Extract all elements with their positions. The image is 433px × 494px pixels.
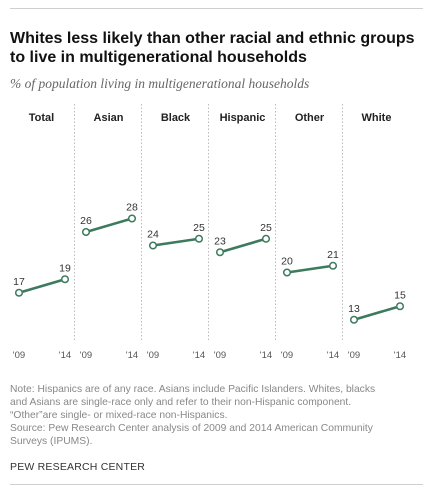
note-line: Note: Hispanics are of any race. Asians … bbox=[10, 384, 376, 395]
data-label: 13 bbox=[348, 303, 360, 315]
panel-black: Black 24 25 '09 '14 bbox=[147, 104, 209, 361]
data-label: 19 bbox=[59, 262, 71, 274]
panel-label: Hispanic bbox=[220, 112, 266, 124]
data-point bbox=[127, 214, 137, 223]
panel-hispanic: Hispanic 23 25 '09 '14 bbox=[214, 104, 276, 361]
series-line bbox=[352, 304, 402, 322]
top-rule bbox=[10, 8, 423, 9]
data-label: 26 bbox=[80, 215, 92, 227]
x-tick-label: '09 bbox=[348, 350, 360, 361]
data-label: 24 bbox=[147, 229, 159, 241]
data-point bbox=[282, 268, 292, 277]
x-tick-label: '14 bbox=[327, 350, 339, 361]
data-label: 23 bbox=[214, 235, 226, 247]
data-label: 20 bbox=[281, 256, 293, 268]
data-point bbox=[81, 227, 91, 237]
source-line: Source: Pew Research Center analysis of … bbox=[10, 423, 373, 435]
x-tick-label: '14 bbox=[394, 350, 406, 361]
data-point bbox=[395, 302, 405, 311]
x-tick-label: '09 bbox=[281, 350, 293, 361]
brand-label: PEW RESEARCH CENTER bbox=[10, 461, 146, 473]
x-tick-label: '09 bbox=[214, 350, 226, 361]
bottom-rule bbox=[10, 484, 423, 485]
x-tick-label: '14 bbox=[260, 350, 272, 361]
data-point bbox=[215, 248, 225, 257]
data-label: 21 bbox=[327, 249, 339, 261]
panel-total: Total 17 19 '09 '14 bbox=[13, 104, 75, 361]
x-tick-label: '09 bbox=[147, 350, 159, 361]
x-tick-label: '14 bbox=[59, 350, 71, 361]
data-point bbox=[349, 315, 359, 324]
data-point bbox=[328, 261, 338, 270]
panel-label: Asian bbox=[94, 112, 124, 124]
series-line bbox=[17, 277, 67, 295]
data-label: 15 bbox=[394, 289, 406, 301]
panel-white: White 13 15 '09 '14 bbox=[348, 112, 406, 361]
series-line bbox=[285, 264, 335, 274]
x-tick-label: '09 bbox=[80, 350, 92, 361]
data-label: 17 bbox=[13, 276, 25, 288]
source-line: Surveys (IPUMS). bbox=[10, 436, 93, 448]
chart-subtitle: % of population living in multigeneratio… bbox=[10, 76, 310, 91]
panel-label: Black bbox=[161, 112, 191, 124]
chart-area: Total 17 19 '09 '14 Asian 26 28 '09 '14 Black 24 25 '… bbox=[13, 104, 406, 361]
data-label: 28 bbox=[126, 202, 138, 214]
data-point bbox=[60, 275, 70, 284]
notes: Note: Hispanics are of any race. Asians … bbox=[10, 383, 425, 448]
x-tick-label: '14 bbox=[193, 350, 205, 361]
note-line: “Other”are single- or mixed-race non-His… bbox=[10, 410, 228, 422]
x-tick-label: '09 bbox=[13, 350, 25, 361]
x-tick-label: '14 bbox=[126, 350, 138, 361]
panel-other: Other 20 21 '09 '14 bbox=[281, 104, 343, 361]
data-point bbox=[14, 288, 24, 297]
panel-asian: Asian 26 28 '09 '14 bbox=[80, 104, 142, 361]
note-line: and Asians are single-race only and refe… bbox=[10, 397, 352, 409]
data-point bbox=[261, 234, 271, 243]
data-point bbox=[194, 234, 204, 243]
data-point bbox=[148, 241, 158, 250]
panel-label: Total bbox=[29, 112, 54, 124]
series-line bbox=[151, 237, 201, 247]
series-line bbox=[218, 237, 268, 254]
data-label: 25 bbox=[260, 222, 272, 234]
panel-label: Other bbox=[295, 112, 325, 124]
data-label: 25 bbox=[193, 222, 205, 234]
panel-label: White bbox=[362, 112, 392, 124]
chart-title: Whites less likely than other racial and… bbox=[10, 30, 415, 66]
series-line bbox=[84, 217, 134, 234]
